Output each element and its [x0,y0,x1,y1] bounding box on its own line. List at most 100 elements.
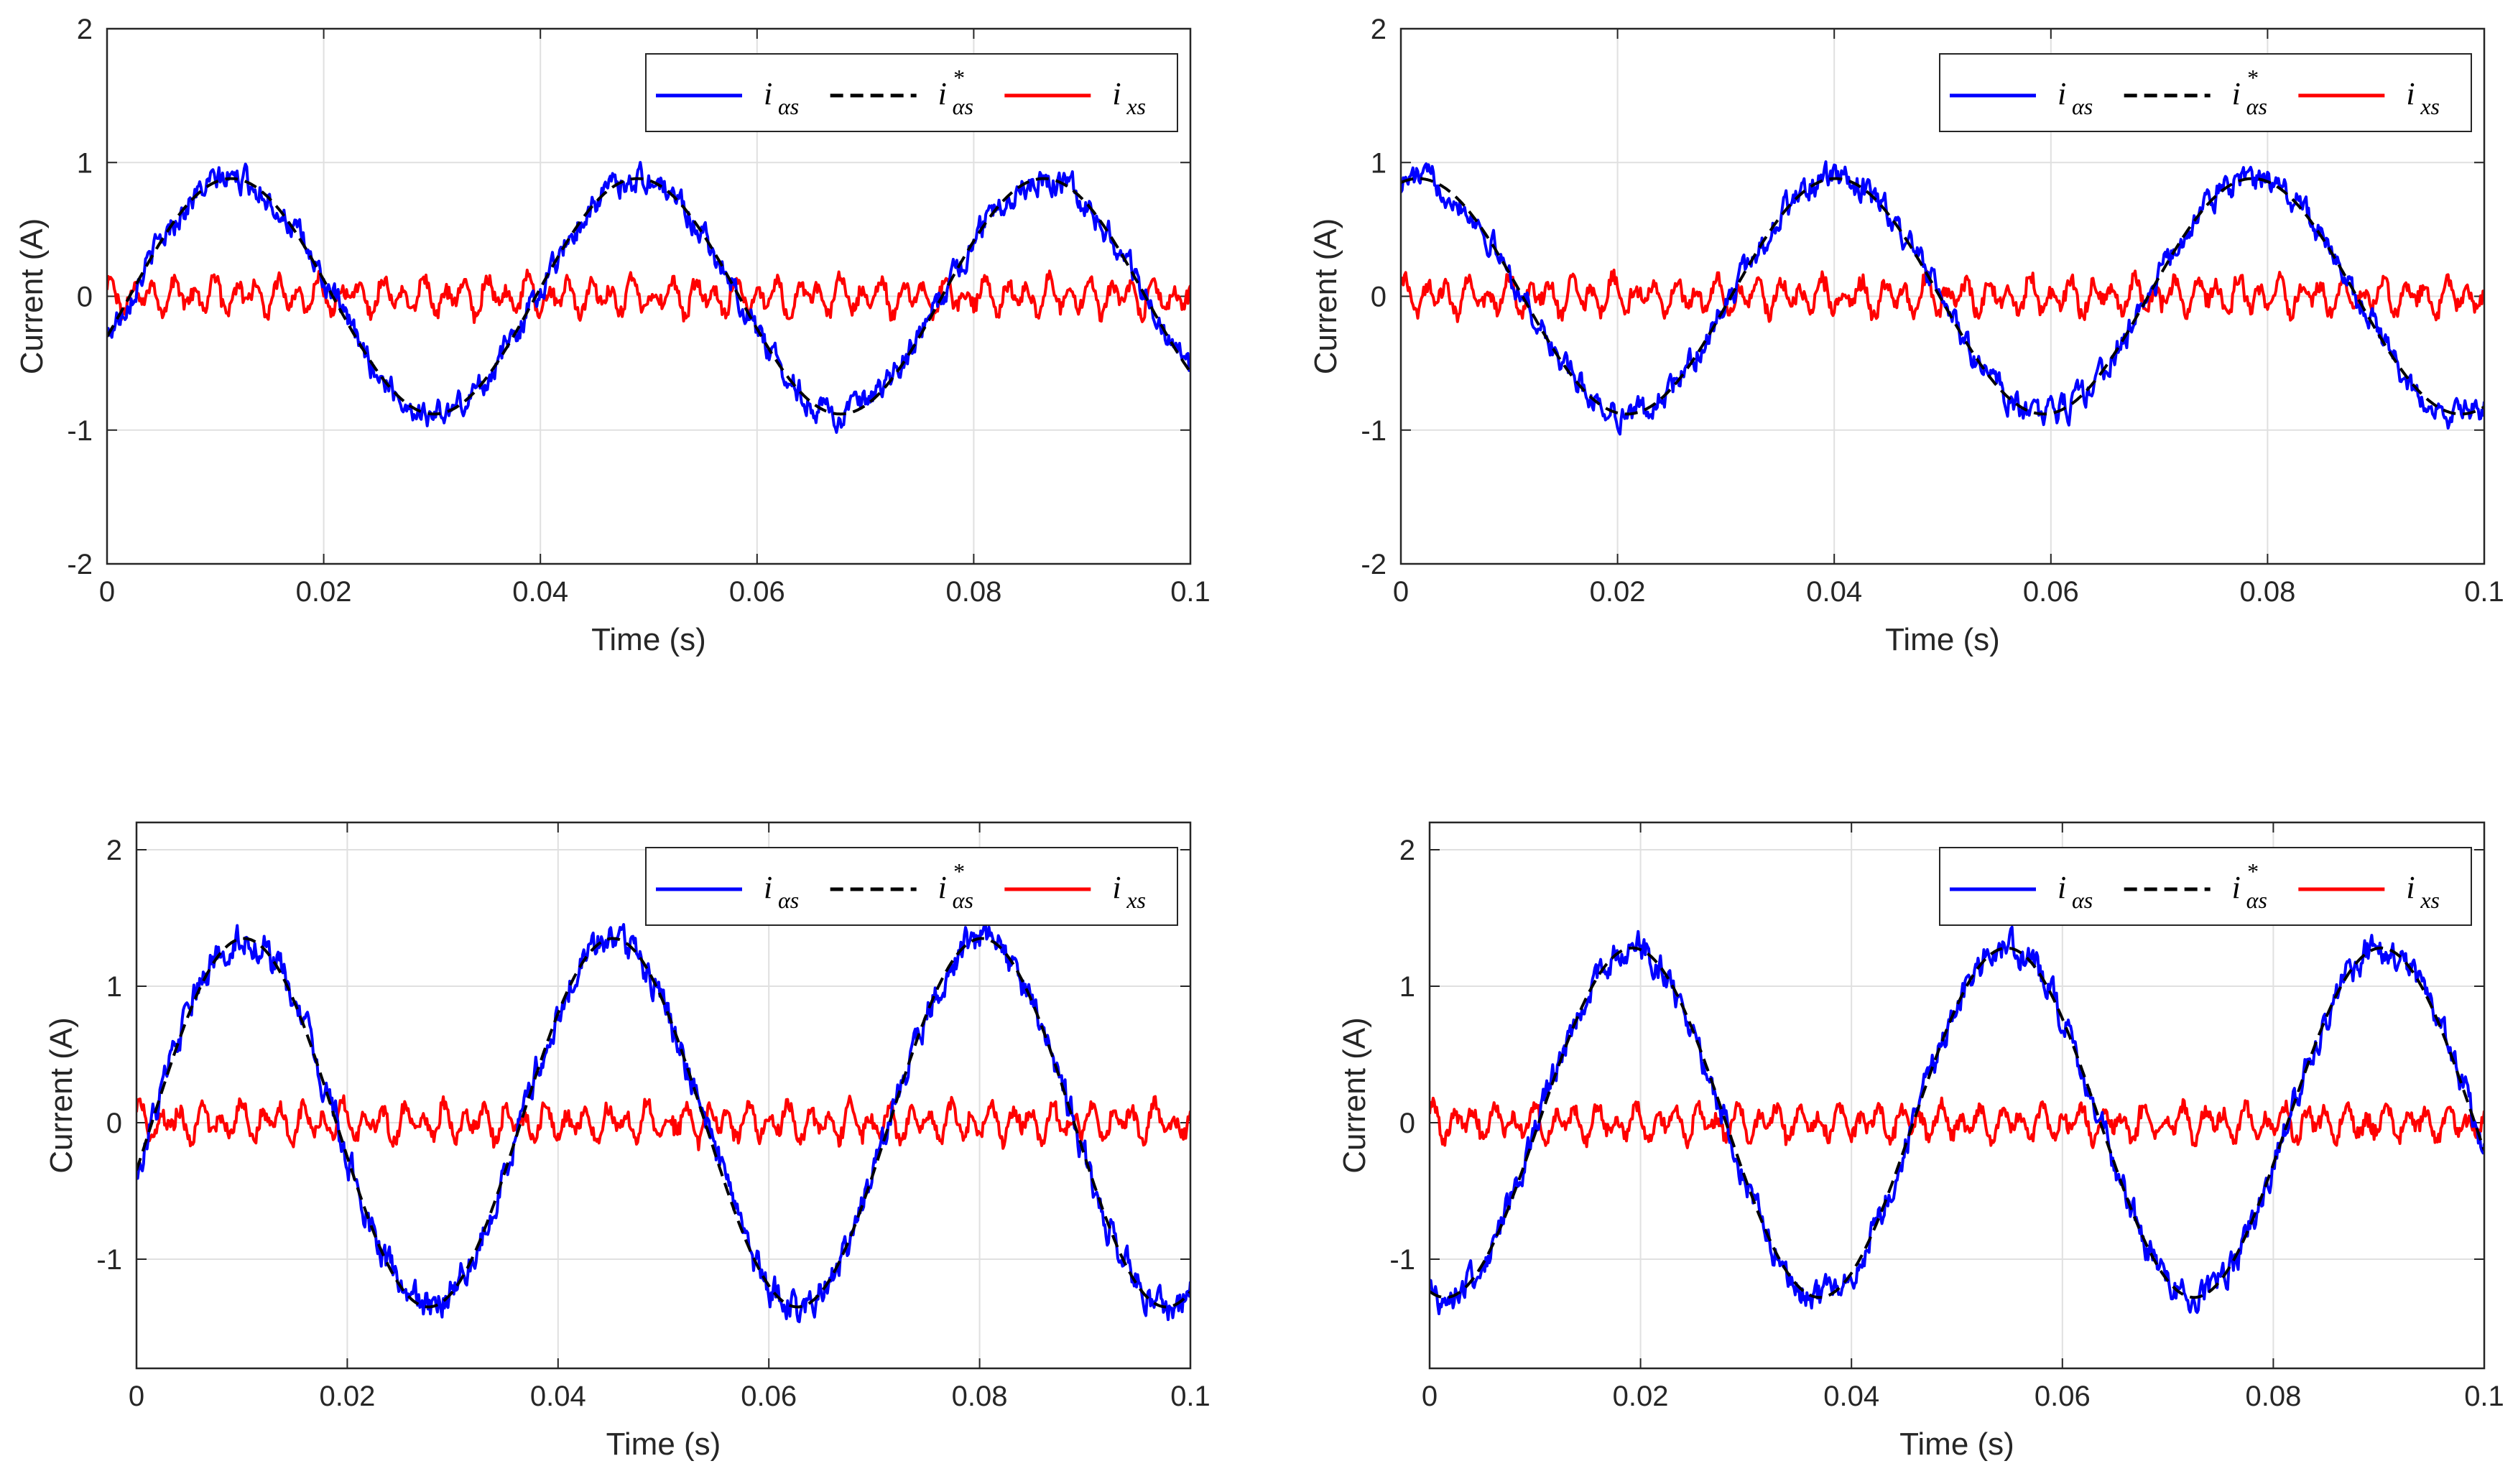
series-line-i_αs_ref [1430,946,2484,1299]
x-tick-label: 0.04 [1806,576,1862,608]
chart-panel-top-left: 0 0.02 0.04 0.06 0.08 0.1 -2 -1 0 1 2 Time (s) Curre… [14,14,1211,657]
legend-label-i: i [2406,76,2415,111]
y-tick-label: -2 [1361,549,1387,580]
x-tick-label: 0.04 [1823,1381,1879,1412]
series-line-i_αs [136,922,1190,1324]
legend-label-i: i [2232,76,2241,111]
y-tick-label: 0 [77,282,93,313]
series-line-i_αs_ref [136,937,1190,1309]
series-line-i_αs [1430,925,2484,1315]
axes-box [1399,27,2486,565]
x-tick-label: 0.08 [945,576,1001,608]
legend-label-sub: αs [2072,93,2093,119]
y-tick-label: 1 [1399,971,1415,1003]
legend-label-sup: * [953,65,964,91]
axes-box [1428,821,2486,1370]
chart-panel-top-right: 0 0.02 0.04 0.06 0.08 0.1 -2 -1 0 1 2 Time (s) Curre… [1308,14,2504,657]
legend-label-i: i [2058,870,2066,905]
y-axis-label: Current (A) [14,218,50,375]
x-tick-label: 0.08 [2239,576,2295,608]
legend-label-sub: αs [778,887,799,913]
legend-label-i: i [2058,76,2066,111]
y-tick-label: 1 [1371,147,1387,179]
x-tick-label: 0.08 [952,1381,1008,1412]
y-tick-label: 1 [77,147,93,179]
legend-label-sub: αs [778,93,799,119]
y-tick-label: 0 [106,1108,122,1139]
series-line-i_αs_ref [107,177,1190,416]
legend-label-i: i [1112,870,1121,905]
x-tick-label: 0.06 [729,576,785,608]
x-tick-label: 0.02 [1613,1381,1669,1412]
legend: i αs i αs* i xs [645,847,1178,926]
legend-label-sub: αs [2246,887,2267,913]
legend-label-sub: αs [2246,93,2267,119]
legend-label-sub: xs [2420,887,2440,913]
legend: i αs i αs* i xs [645,53,1178,132]
y-tick-label: -1 [67,415,93,447]
axes-box [106,27,1192,565]
legend-label-i: i [1112,76,1121,111]
legend-label-i: i [938,76,947,111]
series-line-i_xs [107,269,1190,324]
legend-label-i: i [764,870,772,905]
legend-box [645,53,1178,132]
y-tick-label: -1 [1389,1244,1415,1276]
y-axis-label: Current (A) [1337,1017,1372,1174]
legend-label-i: i [2232,870,2241,905]
x-tick-label: 0.08 [2245,1381,2301,1412]
series-line-i_xs [136,1094,1190,1151]
x-tick-label: 0.02 [319,1381,375,1412]
legend-label-sub: xs [2420,93,2440,119]
legend-label-i: i [938,870,947,905]
y-tick-label: -1 [96,1244,122,1276]
x-tick-label: 0.1 [1170,576,1211,608]
x-tick-label: 0 [1393,576,1409,608]
x-tick-label: 0.06 [2035,1381,2091,1412]
legend-label-i: i [2406,870,2415,905]
x-axis-label: Time (s) [1899,1427,2014,1462]
series-line-i_αs [107,161,1190,434]
x-tick-label: 0 [129,1381,144,1412]
axes-box [135,821,1192,1370]
series-line-i_αs_ref [1401,177,2484,416]
legend-box [1939,847,2472,926]
y-axis-label: Current (A) [44,1017,79,1174]
x-tick-label: 0.04 [512,576,568,608]
x-axis-label: Time (s) [1885,622,2000,657]
legend-label-i: i [764,76,772,111]
x-tick-label: 0.1 [2464,1381,2504,1412]
y-tick-label: -1 [1361,415,1387,447]
legend-label-sup: * [2246,858,2258,884]
x-tick-label: 0.1 [2464,576,2504,608]
chart-panel-bottom-right: 0 0.02 0.04 0.06 0.08 0.1 -1 0 1 2 Time (s) Current… [1337,821,2504,1462]
series-line-i_αs [1401,160,2484,436]
x-tick-label: 0.02 [296,576,352,608]
legend: i αs i αs* i xs [1939,53,2472,132]
x-axis-label: Time (s) [606,1427,721,1462]
x-tick-label: 0.1 [1170,1381,1211,1412]
x-tick-label: 0.06 [741,1381,797,1412]
legend-label-sub: xs [1126,93,1146,119]
x-tick-label: 0.06 [2023,576,2079,608]
series-line-i_xs [1430,1096,2484,1149]
chart-panel-bottom-left: 0 0.02 0.04 0.06 0.08 0.1 -1 0 1 2 Time (s) Current… [44,821,1211,1462]
series-line-i_xs [1401,269,2484,323]
y-tick-label: 2 [106,835,122,866]
y-axis-label: Current (A) [1308,218,1343,375]
legend-label-sup: * [953,858,964,884]
legend-box [1939,53,2472,132]
legend: i αs i αs* i xs [1939,847,2472,926]
legend-label-sup: * [2246,65,2258,91]
y-tick-label: 2 [1371,14,1387,45]
x-tick-label: 0.04 [530,1381,586,1412]
x-tick-label: 0.02 [1590,576,1646,608]
y-tick-label: -2 [67,549,93,580]
y-tick-label: 2 [77,14,93,45]
legend-label-sub: αs [953,93,973,119]
legend-label-sub: xs [1126,887,1146,913]
y-tick-label: 0 [1371,282,1387,313]
legend-label-sub: αs [953,887,973,913]
x-tick-label: 0 [99,576,115,608]
